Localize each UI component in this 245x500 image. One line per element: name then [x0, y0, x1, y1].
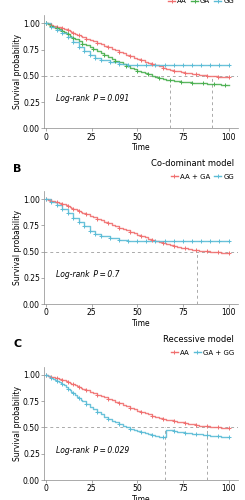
X-axis label: Time: Time: [132, 494, 150, 500]
Text: Co-dominant model: Co-dominant model: [151, 159, 234, 168]
Legend: AA + GA, GG: AA + GA, GG: [171, 174, 234, 180]
X-axis label: Time: Time: [132, 143, 150, 152]
Legend: AA, GA, GG: AA, GA, GG: [168, 0, 234, 4]
Text: C: C: [13, 340, 21, 349]
Text: Log-rank  P = 0.7: Log-rank P = 0.7: [56, 270, 119, 280]
Legend: AA, GA + GG: AA, GA + GG: [171, 350, 234, 356]
Y-axis label: Survival probability: Survival probability: [12, 386, 22, 461]
Text: B: B: [13, 164, 22, 173]
Text: Log-rank  P = 0.029: Log-rank P = 0.029: [56, 446, 129, 455]
Text: Recessive model: Recessive model: [163, 335, 234, 344]
Y-axis label: Survival probability: Survival probability: [12, 210, 22, 285]
Y-axis label: Survival probability: Survival probability: [12, 34, 22, 109]
X-axis label: Time: Time: [132, 319, 150, 328]
Text: Log-rank  P = 0.091: Log-rank P = 0.091: [56, 94, 129, 104]
